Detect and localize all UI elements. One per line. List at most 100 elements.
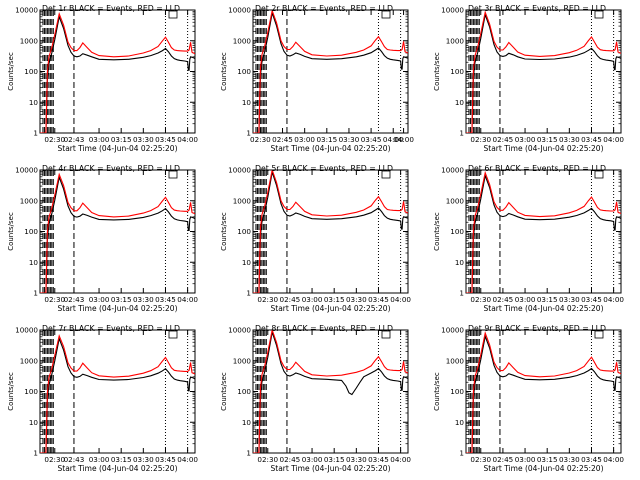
chart-9r-ytick-label: 10000 bbox=[441, 326, 464, 335]
chart-1r-series-lld bbox=[40, 11, 195, 133]
chart-6r: 1 10 100 1000 10000 02:30 02:45 03:00 03:15 03:30… bbox=[433, 164, 624, 313]
chart-7r-xtick-label: 04:00 bbox=[177, 455, 198, 464]
chart-4r-series-events bbox=[40, 175, 195, 293]
chart-2r-xlabel: Start Time (04-Jun-04 02:25:20) bbox=[271, 144, 391, 153]
chart-7r-ytick-label: 100 bbox=[24, 387, 38, 396]
chart-7r-ytick-label: 1000 bbox=[20, 356, 39, 365]
chart-7r-xtick-label: 03:15 bbox=[111, 455, 132, 464]
chart-2r-ytick-label: 10 bbox=[242, 98, 252, 107]
chart-7r-series-events bbox=[40, 336, 195, 453]
chart-9r-xtick-label: 03:15 bbox=[537, 455, 558, 464]
chart-9r-title: Det 9r BLACK = Events, RED = LLD bbox=[468, 324, 606, 333]
chart-3r: 1 10 100 1000 10000 02:30 02:45 03:00 03:15 03:30… bbox=[433, 4, 624, 153]
chart-3r-ytick-label: 10000 bbox=[441, 6, 464, 15]
chart-9r-series-lld bbox=[466, 331, 621, 453]
chart-3r-series-lld bbox=[466, 10, 621, 133]
chart-8r-xlabel: Start Time (04-Jun-04 02:25:20) bbox=[271, 464, 391, 473]
chart-8r-title: Det 8r BLACK = Events, RED = LLD bbox=[255, 324, 393, 333]
chart-9r-legend-box bbox=[594, 330, 604, 339]
chart-3r-xtick-label: 02:45 bbox=[493, 135, 514, 144]
chart-3r-ylabel: Counts/sec bbox=[433, 52, 441, 91]
chart-5r-xtick-label: 02:45 bbox=[280, 295, 301, 304]
chart-3r-frame bbox=[465, 9, 622, 134]
chart-9r-xtick-label: 04:00 bbox=[603, 455, 624, 464]
chart-4r-series-lld bbox=[40, 172, 195, 293]
chart-8r-ytick-label: 100 bbox=[237, 387, 251, 396]
chart-9r-xtick-label: 03:00 bbox=[515, 455, 536, 464]
chart-4r-ytick-label: 100 bbox=[24, 227, 38, 236]
chart-5r-ytick-label: 10000 bbox=[228, 166, 251, 175]
chart-7r-xtick-label: 03:30 bbox=[133, 455, 154, 464]
chart-3r-xtick-label: 03:30 bbox=[559, 135, 580, 144]
chart-8r-xtick-label: 04:00 bbox=[390, 455, 411, 464]
chart-3r-ytick-label: 1000 bbox=[446, 36, 465, 45]
chart-3r-ytick-label: 100 bbox=[450, 67, 464, 76]
chart-5r-ytick-label: 1 bbox=[246, 289, 251, 298]
chart-1r-xlabel: Start Time (04-Jun-04 02:25:20) bbox=[58, 144, 178, 153]
chart-7r-ytick-label: 1 bbox=[33, 449, 38, 458]
chart-5r-ylabel: Counts/sec bbox=[220, 212, 228, 251]
chart-5r: 1 10 100 1000 10000 02:30 02:45 03:00 03:15 03:30… bbox=[220, 164, 411, 313]
chart-3r-xtick-label: 03:45 bbox=[581, 135, 602, 144]
chart-9r-ytick-label: 1000 bbox=[446, 356, 465, 365]
chart-9r-ytick-label: 1 bbox=[459, 449, 464, 458]
chart-2r-xtick-label: 04:00 bbox=[383, 135, 404, 144]
chart-1r-ytick-label: 1 bbox=[33, 129, 38, 138]
chart-5r-xtick-label: 03:45 bbox=[368, 295, 389, 304]
chart-2r-series-events bbox=[253, 12, 408, 133]
chart-2r-xtick-label: 04:00 bbox=[393, 135, 414, 144]
chart-2r-title: Det 2r BLACK = Events, RED = LLD bbox=[255, 4, 393, 13]
chart-4r-ytick-label: 1000 bbox=[20, 196, 39, 205]
chart-2r-ylabel: Counts/sec bbox=[220, 52, 228, 91]
chart-4r-xtick-label: 03:45 bbox=[155, 295, 176, 304]
chart-3r-ytick-label: 10 bbox=[455, 98, 465, 107]
chart-7r-xtick-label: 03:00 bbox=[89, 455, 110, 464]
chart-5r-frame bbox=[252, 169, 409, 294]
chart-8r-legend-box bbox=[381, 330, 391, 339]
chart-7r-xtick-label: 03:45 bbox=[155, 455, 176, 464]
chart-8r-ytick-label: 10 bbox=[242, 418, 252, 427]
chart-5r-xlabel: Start Time (04-Jun-04 02:25:20) bbox=[271, 304, 391, 313]
chart-3r-series-events bbox=[466, 12, 621, 133]
chart-6r-series-events bbox=[466, 173, 621, 293]
chart-1r-title: Det 1r BLACK = Events, RED = LLD bbox=[42, 4, 180, 13]
chart-7r-title: Det 7r BLACK = Events, RED = LLD bbox=[42, 324, 180, 333]
chart-3r-title: Det 3r BLACK = Events, RED = LLD bbox=[468, 4, 606, 13]
chart-1r-xtick-label: 03:30 bbox=[133, 135, 154, 144]
chart-8r: 1 10 100 1000 10000 02:30 02:45 03:00 03:15 03:30… bbox=[220, 324, 411, 473]
chart-1r-xtick-label: 03:45 bbox=[155, 135, 176, 144]
chart-6r-ytick-label: 10000 bbox=[441, 166, 464, 175]
chart-1r-legend-box bbox=[168, 10, 178, 19]
chart-2r-ytick-label: 10000 bbox=[228, 6, 251, 15]
chart-6r-legend-box bbox=[594, 170, 604, 179]
chart-2r-ytick-label: 100 bbox=[237, 67, 251, 76]
chart-5r-series-events bbox=[253, 172, 408, 293]
chart-4r-ylabel: Counts/sec bbox=[7, 212, 15, 251]
chart-4r-xtick-label: 04:00 bbox=[177, 295, 198, 304]
chart-2r-xtick-label: 02:30 bbox=[250, 135, 271, 144]
chart-5r-ytick-label: 10 bbox=[242, 258, 252, 267]
chart-6r-xtick-label: 04:00 bbox=[603, 295, 624, 304]
chart-1r-xtick-label: 02:30 bbox=[44, 135, 65, 144]
chart-6r-ytick-label: 100 bbox=[450, 227, 464, 236]
chart-9r-xlabel: Start Time (04-Jun-04 02:25:20) bbox=[484, 464, 604, 473]
chart-8r-xtick-label: 02:30 bbox=[257, 455, 278, 464]
chart-6r-ylabel: Counts/sec bbox=[433, 212, 441, 251]
chart-6r-xtick-label: 03:30 bbox=[559, 295, 580, 304]
chart-6r-ytick-label: 1 bbox=[459, 289, 464, 298]
chart-8r-ylabel: Counts/sec bbox=[220, 372, 228, 411]
chart-3r-xtick-label: 02:30 bbox=[470, 135, 491, 144]
chart-1r-ytick-label: 10000 bbox=[15, 6, 38, 15]
chart-2r-xtick-label: 02:45 bbox=[272, 135, 293, 144]
chart-8r-ytick-label: 1000 bbox=[233, 356, 252, 365]
chart-8r-xtick-label: 03:30 bbox=[346, 455, 367, 464]
chart-3r-xtick-label: 03:00 bbox=[515, 135, 536, 144]
chart-6r-xtick-label: 03:00 bbox=[515, 295, 536, 304]
chart-9r-xtick-label: 02:45 bbox=[493, 455, 514, 464]
chart-5r-ytick-label: 100 bbox=[237, 227, 251, 236]
chart-8r-ytick-label: 1 bbox=[246, 449, 251, 458]
chart-5r-xtick-label: 02:30 bbox=[257, 295, 278, 304]
chart-2r-legend-box bbox=[381, 10, 391, 19]
chart-5r-xtick-label: 03:00 bbox=[302, 295, 323, 304]
